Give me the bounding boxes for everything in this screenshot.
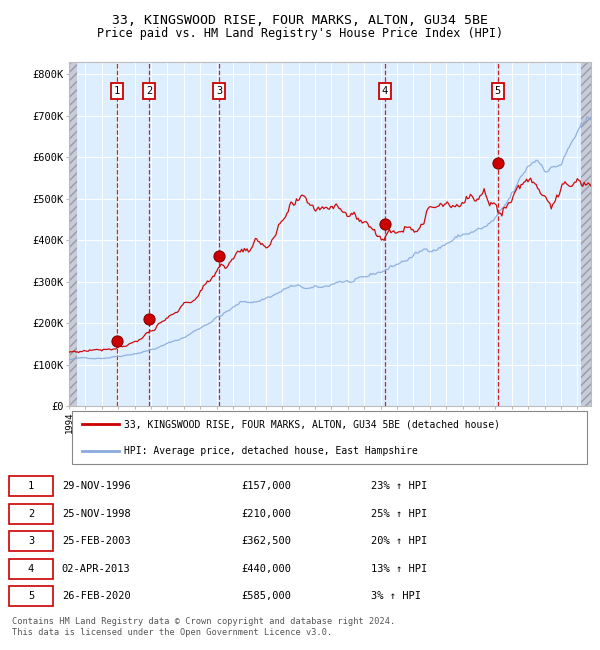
FancyBboxPatch shape: [9, 476, 53, 496]
Text: £210,000: £210,000: [241, 508, 291, 519]
Text: £157,000: £157,000: [241, 481, 291, 491]
Text: 2: 2: [28, 508, 34, 519]
FancyBboxPatch shape: [71, 411, 587, 463]
Text: 5: 5: [495, 86, 501, 96]
Text: 29-NOV-1996: 29-NOV-1996: [62, 481, 131, 491]
Text: 02-APR-2013: 02-APR-2013: [62, 564, 131, 574]
Text: £440,000: £440,000: [241, 564, 291, 574]
Text: Price paid vs. HM Land Registry's House Price Index (HPI): Price paid vs. HM Land Registry's House …: [97, 27, 503, 40]
Text: 4: 4: [28, 564, 34, 574]
FancyBboxPatch shape: [9, 531, 53, 551]
Text: 4: 4: [382, 86, 388, 96]
Text: 13% ↑ HPI: 13% ↑ HPI: [371, 564, 427, 574]
Text: 2: 2: [146, 86, 152, 96]
Bar: [69, 62, 77, 406]
Text: 26-FEB-2020: 26-FEB-2020: [62, 592, 131, 601]
Text: 3: 3: [28, 536, 34, 546]
Text: Contains HM Land Registry data © Crown copyright and database right 2024.
This d: Contains HM Land Registry data © Crown c…: [12, 618, 395, 637]
Text: 1: 1: [28, 481, 34, 491]
Text: 3% ↑ HPI: 3% ↑ HPI: [371, 592, 421, 601]
Text: 25% ↑ HPI: 25% ↑ HPI: [371, 508, 427, 519]
Text: 25-FEB-2003: 25-FEB-2003: [62, 536, 131, 546]
FancyBboxPatch shape: [9, 504, 53, 523]
Text: 5: 5: [28, 592, 34, 601]
Text: £362,500: £362,500: [241, 536, 291, 546]
Text: 3: 3: [216, 86, 222, 96]
Text: 25-NOV-1998: 25-NOV-1998: [62, 508, 131, 519]
Text: 33, KINGSWOOD RISE, FOUR MARKS, ALTON, GU34 5BE: 33, KINGSWOOD RISE, FOUR MARKS, ALTON, G…: [112, 14, 488, 27]
Text: 20% ↑ HPI: 20% ↑ HPI: [371, 536, 427, 546]
Text: £585,000: £585,000: [241, 592, 291, 601]
Text: HPI: Average price, detached house, East Hampshire: HPI: Average price, detached house, East…: [124, 446, 418, 456]
FancyBboxPatch shape: [9, 586, 53, 606]
Text: 23% ↑ HPI: 23% ↑ HPI: [371, 481, 427, 491]
Text: 1: 1: [113, 86, 120, 96]
FancyBboxPatch shape: [9, 559, 53, 578]
Text: 33, KINGSWOOD RISE, FOUR MARKS, ALTON, GU34 5BE (detached house): 33, KINGSWOOD RISE, FOUR MARKS, ALTON, G…: [124, 419, 500, 429]
Bar: [581, 62, 592, 406]
